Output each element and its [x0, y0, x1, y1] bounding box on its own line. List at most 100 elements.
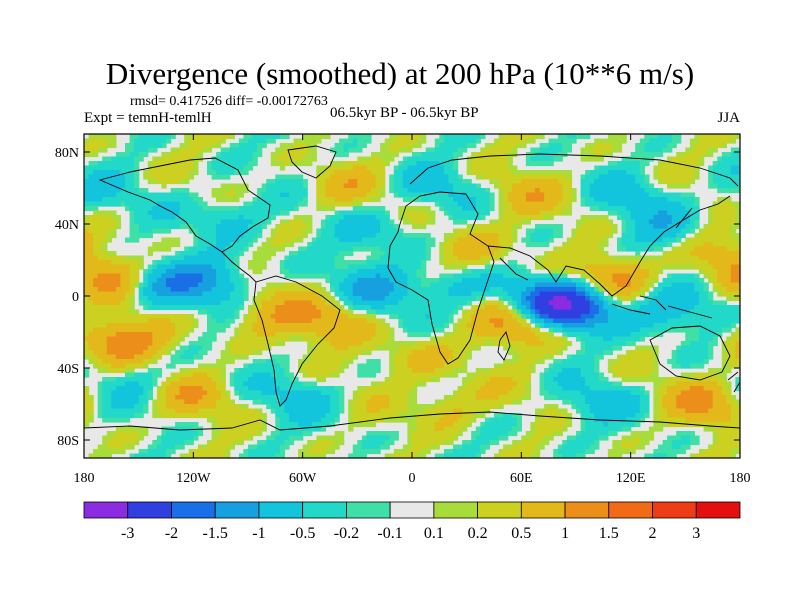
field-cell: [703, 287, 709, 293]
field-cell: [389, 147, 399, 153]
field-cell: [266, 440, 285, 446]
field-cell: [594, 152, 604, 158]
field-cell: [93, 363, 99, 369]
field-cell: [106, 431, 117, 437]
field-cell: [384, 453, 395, 458]
field-cell: [184, 399, 199, 405]
field-cell: [708, 224, 732, 230]
field-cell: [248, 435, 254, 441]
field-cell: [257, 431, 263, 437]
field-cell: [721, 390, 732, 396]
field-cell: [712, 426, 740, 432]
field-cell: [152, 300, 222, 306]
field-cell: [694, 174, 700, 180]
field-cell: [703, 426, 714, 432]
field-cell: [530, 314, 536, 320]
field-cell: [175, 327, 190, 333]
field-cell: [689, 179, 696, 185]
field-cell: [284, 300, 313, 306]
field-cell: [635, 233, 677, 239]
field-cell: [676, 350, 709, 356]
field-cell: [84, 417, 90, 423]
field-cell: [261, 291, 276, 297]
field-cell: [621, 233, 636, 239]
field-cell: [170, 287, 190, 293]
field-cell: [143, 273, 149, 279]
field-cell: [658, 179, 664, 185]
field-cell: [366, 408, 381, 414]
field-cell: [448, 192, 468, 198]
field-cell: [708, 165, 714, 171]
field-cell: [617, 372, 650, 378]
field-cell: [334, 300, 340, 306]
field-cell: [712, 161, 718, 167]
field-cell: [102, 408, 144, 414]
field-cell: [407, 435, 413, 441]
field-cell: [366, 260, 422, 266]
field-cell: [689, 251, 740, 257]
field-cell: [102, 246, 108, 252]
field-cell: [462, 408, 486, 414]
field-cell: [689, 138, 700, 144]
field-cell: [512, 201, 559, 207]
field-cell: [726, 350, 736, 356]
field-cell: [279, 219, 290, 225]
field-cell: [653, 422, 668, 428]
field-cell: [662, 161, 700, 167]
field-cell: [475, 453, 481, 458]
field-cell: [507, 192, 527, 198]
field-cell: [721, 291, 740, 297]
y-tick-label: 80N: [55, 146, 79, 161]
field-cell: [658, 386, 668, 392]
field-cell: [453, 323, 459, 329]
field-cell: [717, 188, 740, 194]
field-cell: [576, 350, 586, 356]
field-cell: [161, 152, 172, 158]
field-cell: [289, 219, 304, 225]
field-cell: [407, 408, 427, 414]
field-cell: [380, 228, 399, 234]
field-cell: [630, 390, 645, 396]
field-cell: [384, 323, 390, 329]
field-cell: [594, 359, 600, 365]
field-cell: [712, 210, 737, 216]
field-cell: [557, 444, 563, 450]
field-cell: [97, 399, 103, 405]
field-cell: [175, 341, 181, 347]
field-cell: [156, 201, 181, 207]
field-cell: [216, 278, 231, 284]
field-cell: [220, 372, 226, 378]
field-cell: [84, 305, 131, 311]
field-cell: [621, 156, 655, 162]
field-cell: [425, 314, 431, 320]
field-cell: [84, 183, 126, 189]
field-cell: [366, 165, 386, 171]
field-cell: [229, 242, 249, 248]
field-cell: [712, 170, 732, 176]
field-cell: [270, 228, 276, 234]
field-cell: [512, 399, 522, 405]
field-cell: [115, 332, 153, 338]
field-cell: [366, 359, 381, 365]
field-cell: [694, 246, 727, 252]
field-cell: [279, 449, 286, 455]
field-cell: [562, 336, 568, 342]
field-cell: [402, 170, 445, 176]
field-cell: [393, 183, 404, 189]
field-cell: [448, 210, 490, 216]
field-cell: [380, 143, 390, 149]
field-cell: [393, 192, 399, 198]
field-cell: [503, 318, 518, 324]
field-cell: [84, 273, 99, 279]
field-cell: [311, 341, 331, 347]
colorbar-label: -3: [121, 525, 134, 542]
field-cell: [585, 143, 595, 149]
field-cell: [147, 251, 153, 257]
field-cell: [562, 386, 591, 392]
field-cell: [612, 381, 623, 387]
field-cell: [380, 444, 390, 450]
field-cell: [580, 390, 632, 396]
field-cell: [225, 345, 231, 351]
field-cell: [366, 314, 377, 320]
field-cell: [466, 350, 472, 356]
